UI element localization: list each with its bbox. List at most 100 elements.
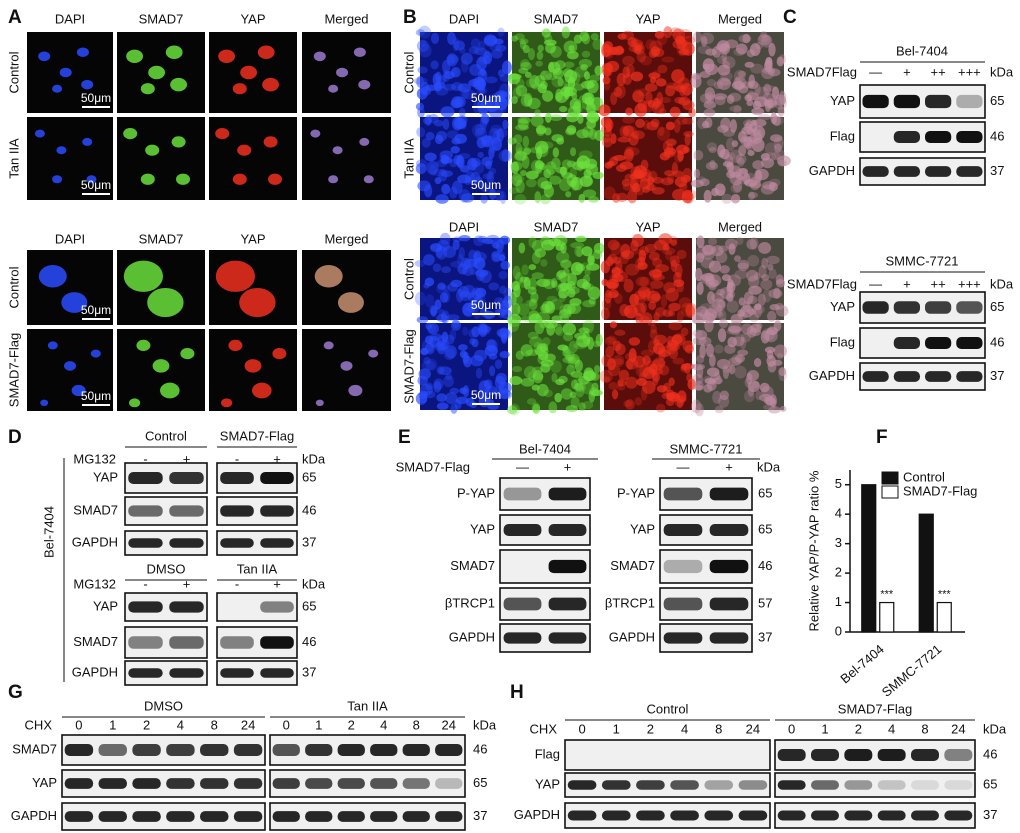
cell	[621, 249, 635, 260]
cell	[482, 173, 493, 180]
cell	[728, 357, 742, 367]
band	[738, 780, 768, 790]
cell	[676, 310, 684, 323]
cell	[458, 246, 465, 260]
lane-label: —	[516, 459, 529, 474]
band	[925, 166, 952, 177]
band	[601, 780, 631, 790]
cell	[669, 255, 680, 267]
kda-label: 37	[983, 807, 997, 822]
cell	[635, 312, 643, 326]
cell	[559, 283, 573, 291]
cell	[739, 167, 749, 175]
cell	[776, 56, 785, 67]
cell	[665, 121, 675, 131]
cell	[215, 128, 230, 140]
y-tick-label: 0	[835, 623, 842, 638]
cell	[592, 38, 603, 50]
cell	[543, 168, 551, 179]
column-header: Merged	[324, 11, 368, 26]
cell	[493, 297, 504, 307]
cell	[558, 105, 568, 113]
kda-label: 46	[758, 558, 772, 573]
cell	[576, 129, 590, 139]
cell	[528, 264, 537, 271]
cell	[563, 61, 575, 68]
cell	[140, 83, 155, 95]
y-axis-label: Relative YAP/P-YAP ratio %	[806, 470, 821, 631]
cell	[638, 168, 652, 182]
cell	[728, 364, 736, 375]
cell	[476, 137, 487, 149]
cell	[436, 365, 445, 375]
cell	[497, 27, 505, 37]
cell	[510, 161, 523, 171]
cell	[514, 194, 527, 205]
lane-label: —	[869, 64, 882, 79]
cell	[606, 335, 617, 344]
panel-letter: C	[783, 7, 797, 28]
scale-bar-label: 50μm	[471, 91, 501, 105]
cell-line: Bel-7404	[41, 506, 56, 558]
kda-label: 37	[302, 534, 316, 549]
cell	[658, 347, 666, 361]
cell	[760, 153, 770, 161]
cell	[160, 382, 180, 399]
lane-label: +++	[958, 64, 981, 79]
band	[956, 131, 983, 143]
cell	[457, 344, 468, 351]
cell	[520, 59, 530, 68]
cell	[736, 236, 744, 245]
bar	[918, 513, 934, 633]
lane-label: 8	[211, 717, 218, 732]
cell	[451, 137, 461, 145]
blot	[774, 772, 976, 798]
cell	[733, 333, 745, 347]
cell	[457, 83, 472, 93]
x-tick-label: SMMC-7721	[879, 641, 945, 699]
cell	[38, 265, 67, 288]
cell	[644, 243, 657, 254]
band	[166, 778, 195, 789]
cell	[738, 85, 749, 94]
cell	[648, 251, 660, 261]
cell	[709, 375, 716, 386]
cell	[468, 160, 480, 168]
cell	[627, 37, 637, 48]
cell	[460, 165, 470, 173]
lane-label: 24	[241, 717, 255, 732]
cell	[580, 63, 588, 71]
cell	[165, 45, 183, 59]
cell	[415, 159, 428, 168]
cell	[616, 45, 624, 55]
cell	[488, 146, 495, 159]
cell	[724, 344, 736, 355]
cell	[651, 176, 664, 184]
cell	[499, 83, 511, 96]
cell	[740, 333, 752, 343]
cell	[530, 115, 544, 127]
band	[169, 538, 204, 548]
cell	[548, 401, 558, 414]
cell	[454, 399, 462, 410]
cell	[512, 265, 521, 280]
band	[435, 811, 463, 822]
cell	[446, 53, 458, 67]
cell	[47, 341, 58, 350]
protein-label: YAP	[535, 776, 560, 791]
group-label: SMAD7-Flag	[220, 428, 294, 443]
cell	[473, 349, 488, 362]
cell	[704, 117, 713, 129]
cell	[704, 91, 714, 105]
cell	[717, 144, 726, 158]
cell	[458, 234, 471, 242]
blot	[774, 802, 976, 829]
cell	[486, 171, 495, 185]
column-header: YAP	[635, 219, 660, 234]
cell	[458, 285, 470, 298]
band	[128, 538, 163, 548]
cell	[628, 348, 637, 362]
cell	[495, 90, 508, 100]
cell	[612, 358, 624, 366]
band	[663, 632, 703, 644]
